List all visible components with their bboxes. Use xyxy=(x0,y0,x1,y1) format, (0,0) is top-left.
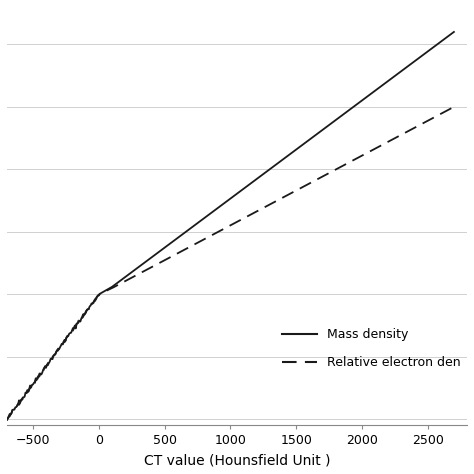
Mass density xyxy=(164,243,170,249)
Relative electron den xyxy=(36,371,42,376)
Relative electron den xyxy=(164,256,170,262)
Mass density xyxy=(332,118,337,124)
Line: Relative electron den: Relative electron den xyxy=(7,107,454,420)
Relative electron den xyxy=(451,104,457,110)
Legend: Mass density, Relative electron den: Mass density, Relative electron den xyxy=(282,328,461,369)
Mass density xyxy=(36,374,42,379)
Relative electron den xyxy=(22,392,27,397)
Relative electron den xyxy=(332,167,337,173)
Mass density xyxy=(4,416,10,421)
Mass density xyxy=(86,306,91,311)
Relative electron den xyxy=(86,306,91,312)
Mass density xyxy=(79,314,85,319)
Relative electron den xyxy=(4,418,10,423)
Mass density xyxy=(451,29,457,35)
X-axis label: CT value (Hounsfield Unit ): CT value (Hounsfield Unit ) xyxy=(144,453,330,467)
Relative electron den xyxy=(79,315,85,321)
Line: Mass density: Mass density xyxy=(7,32,454,419)
Mass density xyxy=(22,394,27,400)
